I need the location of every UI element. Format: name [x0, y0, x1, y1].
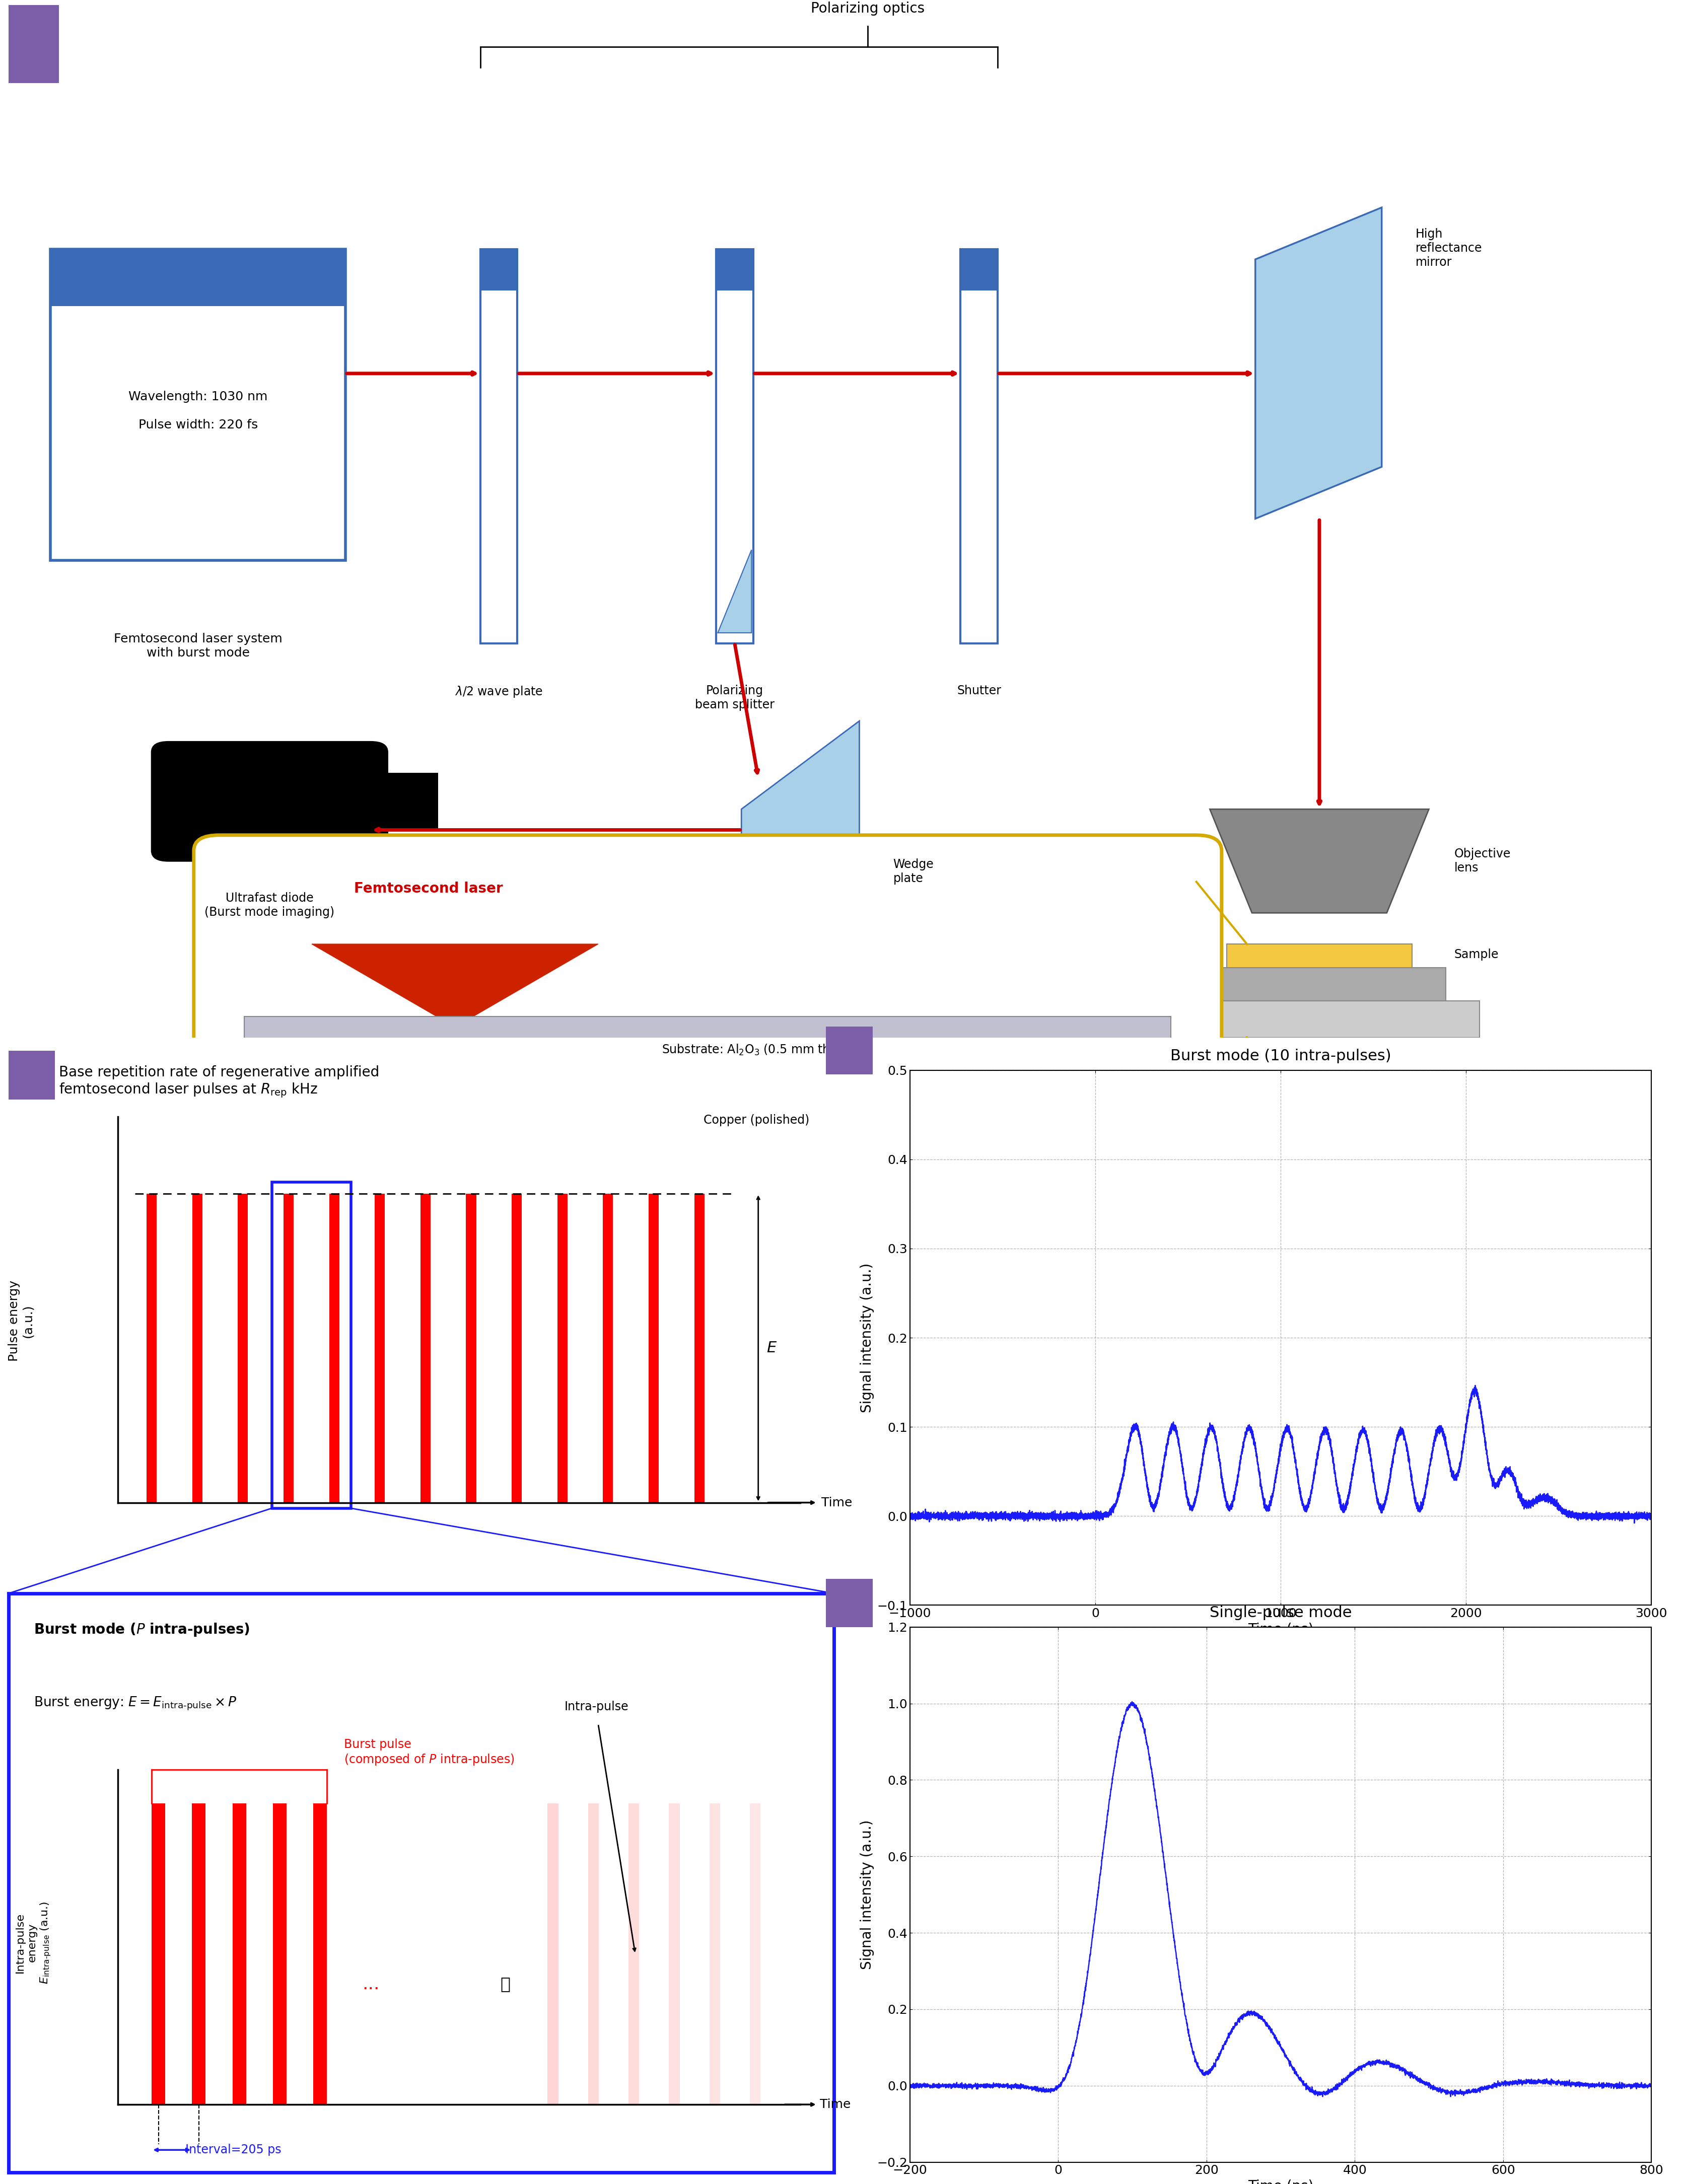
Text: Sample: Sample	[1454, 948, 1498, 961]
Text: Burst energy: $E = E_{\rm intra\text{-}pulse} \times P$: Burst energy: $E = E_{\rm intra\text{-}p…	[34, 1695, 238, 1712]
Polygon shape	[1210, 808, 1429, 913]
Text: d: d	[841, 1592, 858, 1614]
Title: Burst mode (10 intra-pulses): Burst mode (10 intra-pulses)	[1169, 1048, 1392, 1064]
Text: XYZ stage: XYZ stage	[1289, 1099, 1350, 1112]
Bar	[750, 1804, 760, 2105]
Bar	[694, 1195, 704, 1503]
FancyBboxPatch shape	[8, 4, 59, 83]
FancyBboxPatch shape	[960, 249, 998, 642]
FancyBboxPatch shape	[1193, 968, 1446, 1005]
Polygon shape	[1255, 207, 1382, 518]
FancyBboxPatch shape	[716, 249, 753, 290]
Bar	[271, 1182, 350, 1509]
Text: Polarizing
beam splitter: Polarizing beam splitter	[694, 686, 775, 710]
Bar	[603, 1195, 613, 1503]
Text: a: a	[27, 33, 40, 55]
FancyBboxPatch shape	[1159, 1000, 1479, 1037]
Text: Femtosecond laser system
with burst mode: Femtosecond laser system with burst mode	[113, 633, 283, 660]
Bar	[329, 1195, 339, 1503]
Text: High
reflectance
mirror: High reflectance mirror	[1415, 229, 1483, 269]
Bar	[588, 1804, 598, 2105]
Bar	[558, 1195, 568, 1503]
Bar	[147, 1195, 157, 1503]
Bar	[548, 1804, 558, 2105]
Text: Base repetition rate of regenerative amplified
femtosecond laser pulses at $R_{\: Base repetition rate of regenerative amp…	[59, 1066, 379, 1099]
Title: Single-pulse mode: Single-pulse mode	[1210, 1605, 1351, 1621]
Polygon shape	[741, 721, 859, 943]
Text: c: c	[842, 1040, 856, 1061]
Bar	[273, 1804, 286, 2105]
Text: Time: Time	[819, 2099, 851, 2110]
Text: Intra-pulse: Intra-pulse	[564, 1701, 629, 1712]
Text: Substrate: Al$_2$O$_3$ (0.5 mm thick): Substrate: Al$_2$O$_3$ (0.5 mm thick)	[662, 1044, 851, 1057]
FancyBboxPatch shape	[194, 834, 1222, 1188]
Bar	[192, 1804, 206, 2105]
Text: Shutter: Shutter	[957, 686, 1001, 697]
Bar	[649, 1195, 659, 1503]
FancyBboxPatch shape	[244, 1079, 1171, 1162]
FancyBboxPatch shape	[152, 743, 388, 860]
Bar	[467, 1195, 477, 1503]
Text: Objective
lens: Objective lens	[1454, 847, 1511, 874]
Bar	[313, 1804, 327, 2105]
FancyBboxPatch shape	[480, 249, 517, 642]
Text: Wedge
plate: Wedge plate	[893, 858, 933, 885]
Text: Intra-pulse
energy
$E_{\rm intra\text{-}pulse}$ (a.u.): Intra-pulse energy $E_{\rm intra\text{-}…	[15, 1902, 52, 1983]
Text: $\lambda$/2 wave plate: $\lambda$/2 wave plate	[455, 686, 543, 699]
FancyBboxPatch shape	[244, 1018, 1171, 1083]
Text: b: b	[24, 1064, 40, 1085]
X-axis label: Time (ps): Time (ps)	[1249, 1623, 1313, 1636]
Bar	[669, 1804, 679, 2105]
Bar	[238, 1195, 248, 1503]
Text: ...: ...	[362, 1977, 379, 1992]
Y-axis label: Signal intensity (a.u.): Signal intensity (a.u.)	[859, 1819, 875, 1970]
FancyBboxPatch shape	[960, 249, 998, 290]
Text: ⨝: ⨝	[500, 1977, 511, 1992]
Text: Copper (polished): Copper (polished)	[704, 1114, 809, 1127]
Bar	[420, 1195, 431, 1503]
Text: Ultrafast diode
(Burst mode imaging): Ultrafast diode (Burst mode imaging)	[204, 891, 335, 917]
Text: Polarizing optics: Polarizing optics	[810, 2, 925, 15]
Text: $E$: $E$	[767, 1341, 777, 1356]
Bar	[152, 1804, 165, 2105]
Bar	[374, 1195, 384, 1503]
X-axis label: Time (ps): Time (ps)	[1249, 2180, 1313, 2184]
FancyBboxPatch shape	[716, 249, 753, 642]
Y-axis label: Signal intensity (a.u.): Signal intensity (a.u.)	[859, 1262, 875, 1413]
FancyBboxPatch shape	[371, 773, 438, 830]
Polygon shape	[312, 943, 598, 1026]
Bar	[192, 1195, 202, 1503]
Text: Femtosecond laser: Femtosecond laser	[354, 882, 502, 895]
FancyBboxPatch shape	[51, 249, 345, 559]
FancyBboxPatch shape	[8, 1594, 834, 2173]
Text: Wavelength: 1030 nm

Pulse width: 220 fs: Wavelength: 1030 nm Pulse width: 220 fs	[128, 391, 268, 430]
Bar	[512, 1195, 522, 1503]
FancyBboxPatch shape	[1227, 943, 1412, 970]
Bar	[233, 1804, 246, 2105]
Bar	[709, 1804, 719, 2105]
Text: Time: Time	[821, 1496, 853, 1509]
Text: Interval=205 ps: Interval=205 ps	[185, 2145, 281, 2156]
FancyBboxPatch shape	[8, 1051, 54, 1099]
Text: Burst pulse
(composed of $P$ intra-pulses): Burst pulse (composed of $P$ intra-pulse…	[344, 1738, 514, 1767]
FancyBboxPatch shape	[51, 249, 345, 306]
FancyBboxPatch shape	[480, 249, 517, 290]
Text: Burst mode ($P$ intra-pulses): Burst mode ($P$ intra-pulses)	[34, 1623, 249, 1638]
Bar	[283, 1195, 293, 1503]
Text: Pulse energy
(a.u.): Pulse energy (a.u.)	[8, 1280, 34, 1361]
Bar	[629, 1804, 639, 2105]
Polygon shape	[718, 550, 752, 633]
